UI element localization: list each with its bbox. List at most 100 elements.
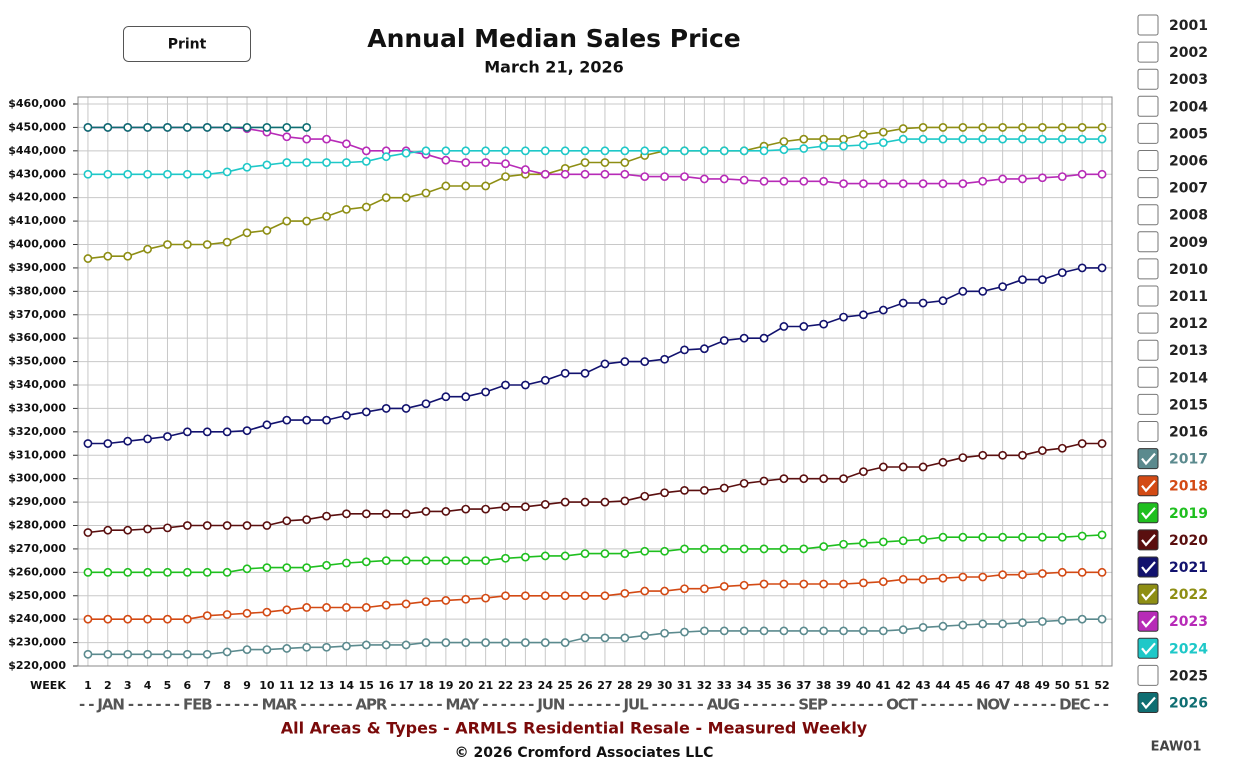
point (262, 563, 272, 573)
legend-checkbox[interactable] (1137, 421, 1159, 442)
point (1038, 532, 1047, 542)
legend-check[interactable] (1141, 534, 1156, 547)
legend-label[interactable]: 2019 (1169, 506, 1208, 522)
legend-label[interactable]: 2013 (1169, 343, 1208, 359)
legend-checkbox[interactable] (1137, 339, 1159, 361)
legend-checkbox[interactable] (1137, 583, 1159, 605)
legend-label[interactable]: 2014 (1169, 370, 1208, 386)
point (620, 146, 630, 156)
legend-checkbox[interactable] (1137, 204, 1159, 226)
legend-check[interactable] (1141, 452, 1156, 466)
legend-label[interactable]: 2017 (1169, 452, 1208, 468)
y-tick-label: $380,000 (8, 284, 66, 297)
point (739, 175, 749, 185)
legend-check[interactable] (1141, 561, 1156, 574)
legend-checkbox[interactable] (1137, 610, 1159, 632)
point (620, 357, 630, 366)
point (878, 537, 888, 547)
legend-label[interactable]: 2007 (1169, 181, 1208, 197)
legend-label[interactable]: 2012 (1169, 316, 1208, 332)
legend-checkbox[interactable] (1137, 366, 1159, 388)
legend-checkbox[interactable] (1137, 475, 1159, 497)
point (1018, 532, 1027, 542)
point (878, 138, 888, 148)
x-tick-label: 12 (299, 679, 314, 692)
legend-label[interactable]: 2004 (1169, 99, 1208, 115)
legend-checkbox[interactable] (1137, 448, 1159, 470)
point (322, 560, 331, 570)
legend-label[interactable]: 2022 (1169, 587, 1208, 603)
legend-label[interactable]: 2002 (1169, 45, 1208, 61)
legend-checkbox[interactable] (1137, 556, 1159, 578)
point (461, 392, 471, 402)
legend-label[interactable]: 2011 (1169, 289, 1208, 305)
point (1018, 570, 1027, 580)
point (302, 642, 312, 652)
point (441, 181, 451, 191)
point (978, 176, 988, 186)
point (839, 579, 848, 589)
legend-checkbox[interactable] (1137, 122, 1159, 144)
legend-checkbox[interactable] (1137, 231, 1159, 253)
legend-checkbox[interactable] (1137, 14, 1159, 36)
legend-checkbox[interactable] (1137, 393, 1159, 415)
legend-label[interactable]: 2024 (1169, 641, 1208, 657)
legend-label[interactable]: 2015 (1169, 397, 1208, 413)
point (441, 146, 451, 156)
legend-label[interactable]: 2009 (1169, 235, 1208, 251)
legend-label[interactable]: 2018 (1169, 479, 1208, 495)
legend-label[interactable]: 2020 (1169, 533, 1208, 549)
print-button-label[interactable]: Print (168, 37, 207, 53)
point (123, 649, 133, 659)
legend-checkbox[interactable] (1137, 68, 1159, 90)
point (163, 432, 172, 441)
legend-checkbox[interactable] (1137, 692, 1159, 713)
point (342, 411, 351, 420)
print-button-frame[interactable] (123, 26, 251, 62)
point (1097, 439, 1107, 448)
point (998, 570, 1008, 580)
legend-checkbox[interactable] (1137, 529, 1159, 551)
point (898, 536, 908, 546)
legend-check[interactable] (1141, 696, 1156, 710)
legend-checkbox[interactable] (1137, 664, 1159, 686)
legend-checkbox[interactable] (1137, 150, 1159, 171)
legend-label[interactable]: 2025 (1169, 668, 1208, 684)
legend-checkbox[interactable] (1137, 637, 1159, 659)
legend-label[interactable]: 2001 (1169, 18, 1208, 34)
legend-check[interactable] (1141, 479, 1156, 493)
legend-label[interactable]: 2008 (1169, 208, 1208, 224)
legend-label[interactable]: 2026 (1169, 696, 1208, 712)
point (441, 392, 451, 402)
legend-checkbox[interactable] (1137, 41, 1159, 63)
point (282, 563, 292, 573)
legend-label[interactable]: 2003 (1169, 72, 1208, 88)
legend-label[interactable]: 2016 (1169, 425, 1208, 441)
point (83, 254, 93, 263)
legend-label[interactable]: 2021 (1169, 560, 1208, 576)
legend-label[interactable]: 2006 (1169, 154, 1208, 170)
legend-checkbox[interactable] (1137, 285, 1159, 307)
point (242, 645, 252, 655)
point (640, 546, 650, 556)
legend-check[interactable] (1141, 615, 1156, 628)
point (421, 638, 431, 647)
legend-checkbox[interactable] (1137, 95, 1159, 117)
legend-checkbox[interactable] (1137, 258, 1159, 280)
legend-checkbox[interactable] (1137, 502, 1159, 524)
legend-label[interactable]: 2023 (1169, 614, 1208, 630)
x-tick-label: 49 (1035, 679, 1050, 692)
y-tick-label: $340,000 (8, 378, 66, 391)
y-tick-label: $440,000 (8, 144, 66, 157)
point (202, 123, 212, 132)
legend-checkbox[interactable] (1137, 312, 1159, 334)
legend-label[interactable]: 2005 (1169, 126, 1208, 142)
legend-check[interactable] (1141, 642, 1156, 655)
legend-checkbox[interactable] (1137, 177, 1159, 199)
print-button[interactable]: Print (123, 26, 251, 62)
point (660, 488, 669, 498)
point (620, 496, 630, 506)
legend-check[interactable] (1141, 507, 1156, 520)
legend-check[interactable] (1141, 588, 1156, 601)
legend-label[interactable]: 2010 (1169, 262, 1208, 278)
